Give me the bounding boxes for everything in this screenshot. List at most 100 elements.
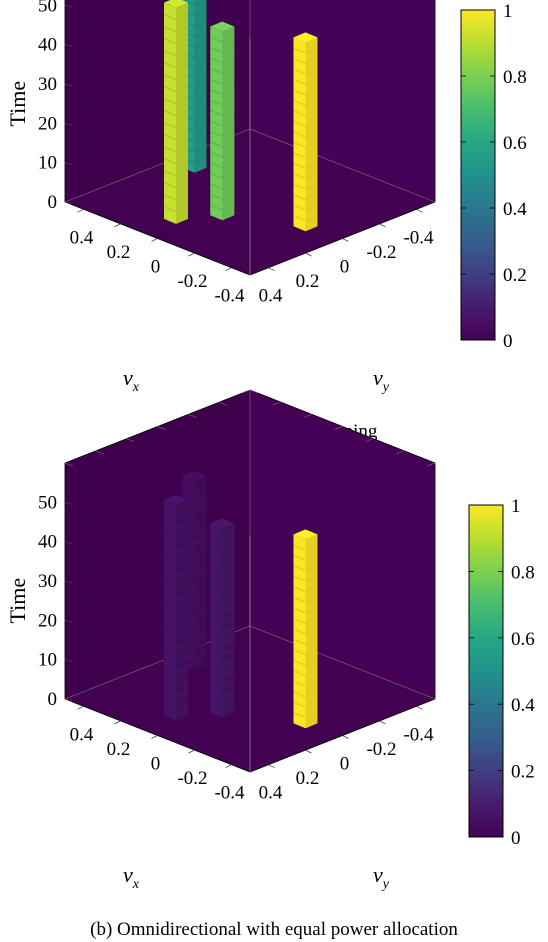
colorbar-tick-label: 0.8 [503,67,527,88]
colorbar-tick-label: 0.4 [503,199,527,220]
colorbar-tick-label: 1 [511,496,521,517]
x-tick-mark [77,705,84,710]
column-band [210,669,235,676]
column-band [210,193,235,200]
column-band [293,565,318,572]
y-tick-mark [305,749,312,754]
z-tick-mark [64,162,73,166]
column-band [163,535,189,542]
column-band [293,141,318,148]
column-cap [182,471,207,481]
z-tick-label: 40 [38,35,57,56]
frame-tick [157,426,166,430]
column-band [163,667,189,674]
z-tick-mark [64,83,73,87]
column-band [210,575,235,582]
column-band [210,564,235,572]
column-band [163,14,189,21]
z-tick-mark [64,501,73,505]
column-band [163,583,189,590]
column-cap [293,32,318,43]
column-band [163,547,189,554]
floor-edge-right [249,625,436,700]
y-axis-label-main: ν [373,862,383,887]
colorbar-tick-label: 0.8 [511,562,535,583]
column-band [293,78,318,86]
column-band [163,194,189,201]
y-axis-label: νy [373,862,390,892]
x-tick-mark [225,267,232,272]
column-band [293,204,318,211]
y-tick-label: -0.4 [403,724,434,745]
frame-tick [396,450,405,455]
z-tick-label: 0 [48,192,58,213]
frame-tick [334,426,343,430]
column-band [163,607,189,614]
frame-tick [365,438,374,442]
column-band [163,511,189,518]
column-band [210,533,235,540]
column-cap [210,518,235,529]
frame-tick [95,450,104,455]
column-band [293,586,318,593]
z-tick-label: 50 [38,492,57,513]
column-band [293,701,318,708]
data-column-2 [163,494,189,721]
column-band [293,47,318,54]
column-band [293,638,318,645]
y-tick-mark [342,735,349,739]
column-band [163,643,189,650]
y-tick-label: 0.2 [296,271,320,292]
column-band [210,46,235,54]
column-band [210,638,235,645]
chart-panel-b: 01020304050Time0.40.20-0.2-0.4νx0.40.20-… [5,389,535,940]
column-band [210,690,235,697]
x-tick-label: 0.4 [70,227,94,248]
y-tick-label: -0.2 [366,739,396,760]
column-band [210,67,235,75]
column-band [293,162,318,169]
frame-tick [303,414,312,418]
y-tick-label: 0.2 [296,768,320,789]
z-axis-label: Time [5,578,30,624]
y-tick-label: -0.2 [366,242,396,263]
z-tick-label: 0 [48,689,58,710]
column-band [293,712,318,719]
y-tick-mark [379,223,386,228]
caption: (b) Omnidirectional with equal power all… [90,919,458,940]
frame-tick [426,462,436,467]
frame-tick [249,389,259,394]
column-band [210,57,235,64]
x-axis-label: νx [123,862,140,892]
colorbar-tick-label: 0.2 [511,762,535,783]
y-tick-mark [268,267,275,272]
column-band [182,0,207,6]
x-tick-label: 0.4 [70,724,94,745]
x-tick-mark [114,223,121,228]
z-tick-mark [64,541,73,545]
x-tick-label: -0.4 [214,783,245,804]
column-band [210,109,235,117]
column-band [163,86,189,93]
column-band [163,26,189,33]
y-axis-label-sub: y [381,380,390,395]
column-band [293,617,318,624]
colorbar [468,504,504,838]
y-tick-label: 0.4 [259,286,283,307]
y-axis-label: νy [373,365,390,395]
y-axis-label-main: ν [373,365,383,390]
x-tick-label: 0.2 [107,242,131,263]
y-tick-mark [268,764,275,769]
column-band [210,141,235,148]
x-tick-label: -0.4 [214,286,245,307]
y-tick-mark [305,252,312,257]
column-band [293,649,318,656]
column-band [293,554,318,562]
x-tick-label: 0.2 [107,739,131,760]
column-cap [164,0,188,8]
column-band [293,99,318,106]
column-band [163,50,189,57]
data-column-4 [293,32,318,232]
x-tick-mark [188,252,195,257]
x-tick-mark [114,720,121,725]
